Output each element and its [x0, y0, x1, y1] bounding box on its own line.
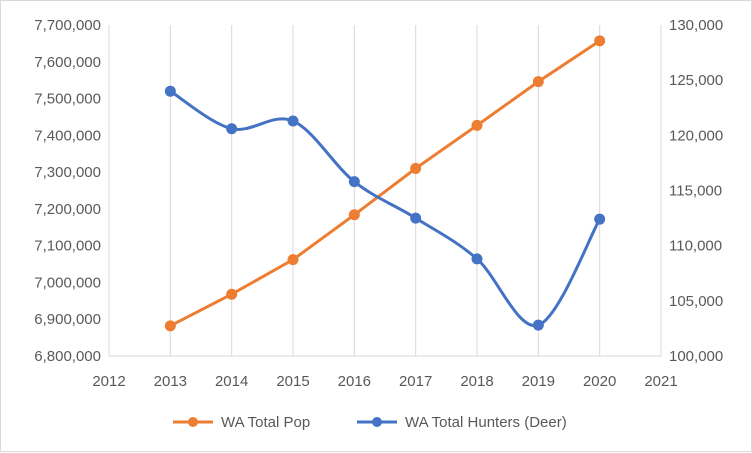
- data-point-pop: [287, 254, 299, 266]
- data-point-hunters: [164, 85, 176, 97]
- data-point-pop: [532, 76, 544, 88]
- left-y-tick-label: 7,600,000: [34, 54, 101, 71]
- right-y-tick-label: 125,000: [669, 72, 723, 89]
- right-y-tick-label: 100,000: [669, 348, 723, 365]
- data-point-pop: [410, 162, 422, 174]
- data-point-hunters: [594, 213, 606, 225]
- x-tick-label: 2021: [644, 373, 677, 390]
- left-y-tick-label: 6,900,000: [34, 311, 101, 328]
- right-y-tick-label: 110,000: [669, 238, 722, 255]
- left-y-tick-label: 7,300,000: [34, 164, 101, 181]
- left-y-tick-label: 7,200,000: [34, 201, 101, 218]
- x-tick-label: 2014: [215, 373, 248, 390]
- data-point-pop: [164, 320, 176, 332]
- series-line-pop: [169, 39, 601, 328]
- data-point-pop: [471, 119, 483, 131]
- right-y-tick-label: 105,000: [669, 293, 723, 310]
- left-y-tick-label: 7,000,000: [34, 274, 101, 291]
- x-tick-label: 2019: [522, 373, 555, 390]
- data-point-hunters: [226, 123, 238, 135]
- legend-label-pop: WA Total Pop: [221, 414, 310, 431]
- data-point-hunters: [410, 212, 422, 224]
- right-y-tick-label: 130,000: [669, 17, 723, 34]
- x-axis-ticks: 2012 2013 2014 2015 2016 2017 2018 2019 2020 2021: [92, 373, 677, 390]
- right-y-tick-label: 115,000: [669, 183, 722, 200]
- x-tick-label: 2018: [460, 373, 493, 390]
- left-y-tick-label: 7,700,000: [34, 17, 101, 34]
- data-point-pop: [348, 209, 360, 221]
- left-y-axis-ticks: 6,800,000 6,900,000 7,000,000 7,100,000 7,20…: [34, 17, 101, 365]
- legend: WA Total Pop WA Total Hunters (Deer): [173, 414, 567, 431]
- left-y-tick-label: 7,400,000: [34, 127, 101, 144]
- x-tick-label: 2012: [92, 373, 125, 390]
- x-tick-label: 2020: [583, 373, 616, 390]
- data-point-hunters: [287, 115, 299, 127]
- left-y-tick-label: 7,500,000: [34, 91, 101, 108]
- x-tick-label: 2015: [276, 373, 309, 390]
- left-y-tick-label: 7,100,000: [34, 238, 101, 255]
- legend-marker-hunters: [372, 417, 382, 427]
- data-point-hunters: [348, 176, 360, 188]
- right-y-tick-label: 120,000: [669, 127, 723, 144]
- data-point-pop: [594, 35, 606, 47]
- data-point-hunters: [532, 319, 544, 331]
- axes: [108, 25, 662, 357]
- x-tick-label: 2016: [338, 373, 371, 390]
- legend-marker-pop: [188, 417, 198, 427]
- right-y-axis-ticks: 100,000 105,000 110,000 115,000 120,000 125,0…: [669, 17, 723, 365]
- x-tick-label: 2013: [154, 373, 187, 390]
- data-point-pop: [226, 288, 238, 300]
- x-tick-label: 2017: [399, 373, 432, 390]
- data-point-hunters: [471, 253, 483, 265]
- series: [164, 35, 606, 332]
- legend-label-hunters: WA Total Hunters (Deer): [405, 414, 567, 431]
- left-y-tick-label: 6,800,000: [34, 348, 101, 365]
